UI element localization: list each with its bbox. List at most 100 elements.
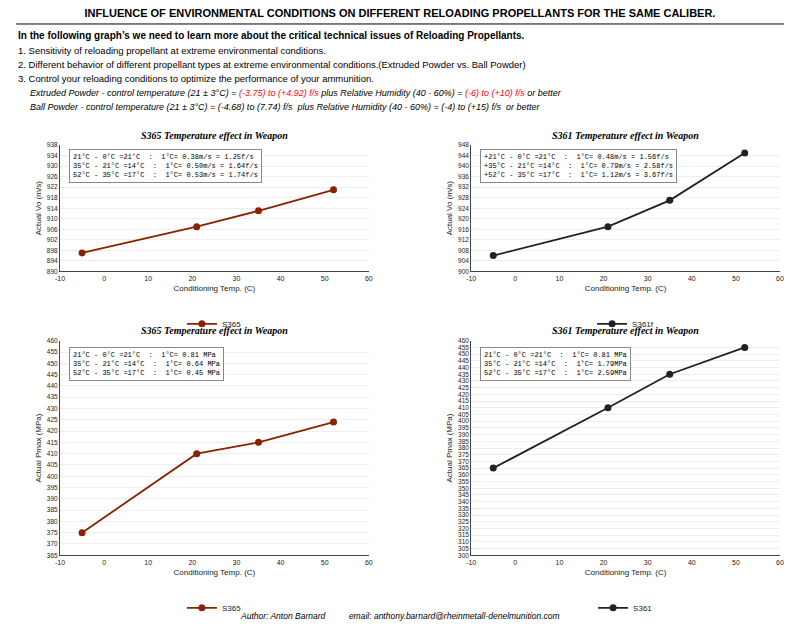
svg-text:0: 0 xyxy=(513,275,517,282)
svg-text:425: 425 xyxy=(47,416,58,423)
svg-text:21°C - 0°C =21°C : 1°C= 0.81: 21°C - 0°C =21°C : 1°C= 0.81 MPa35°C - 2… xyxy=(484,351,627,377)
svg-text:908: 908 xyxy=(458,247,469,254)
svg-text:355: 355 xyxy=(458,478,469,485)
svg-text:In the following graph’s we ne: In the following graph’s we need to lear… xyxy=(18,30,525,41)
svg-text:940: 940 xyxy=(458,162,469,169)
svg-text:3. Control your reloading cond: 3. Control your reloading conditions to … xyxy=(18,73,374,84)
svg-text:330: 330 xyxy=(458,511,469,518)
svg-text:20: 20 xyxy=(600,275,608,282)
svg-text:INFLUENCE OF ENVIRONMENTAL CON: INFLUENCE OF ENVIRONMENTAL CONDITIONS ON… xyxy=(85,7,716,19)
svg-text:916: 916 xyxy=(458,226,469,233)
svg-text:914: 914 xyxy=(47,205,58,212)
svg-text:2. Different behavior of diffe: 2. Different behavior of different prope… xyxy=(18,59,526,70)
svg-text:390: 390 xyxy=(458,431,469,438)
svg-text:918: 918 xyxy=(47,194,58,201)
svg-text:340: 340 xyxy=(458,498,469,505)
svg-text:Conditioning Temp. (C): Conditioning Temp. (C) xyxy=(174,284,256,293)
svg-text:21°C - 0°C =21°C : 1°C= 0.81: 21°C - 0°C =21°C : 1°C= 0.81 MPa35°C - 2… xyxy=(73,351,220,377)
svg-text:40: 40 xyxy=(277,275,285,282)
svg-text:S365 Temperature effect in Wea: S365 Temperature effect in Weapon xyxy=(141,130,288,141)
svg-text:20: 20 xyxy=(188,559,196,566)
svg-text:944: 944 xyxy=(458,152,469,159)
svg-text:410: 410 xyxy=(458,404,469,411)
svg-text:S365: S365 xyxy=(222,320,241,329)
svg-text:50: 50 xyxy=(321,275,329,282)
svg-text:310: 310 xyxy=(458,538,469,545)
svg-text:420: 420 xyxy=(458,391,469,398)
svg-text:910: 910 xyxy=(47,215,58,222)
svg-text:40: 40 xyxy=(688,559,696,566)
svg-text:912: 912 xyxy=(458,236,469,243)
svg-text:902: 902 xyxy=(47,236,58,243)
svg-text:365: 365 xyxy=(458,464,469,471)
svg-text:370: 370 xyxy=(47,540,58,547)
svg-text:30: 30 xyxy=(644,559,652,566)
svg-text:934: 934 xyxy=(47,152,58,159)
svg-text:360: 360 xyxy=(458,471,469,478)
svg-text:10: 10 xyxy=(556,559,564,566)
svg-text:315: 315 xyxy=(458,531,469,538)
svg-text:Ball Powder - control temperat: Ball Powder - control temperature (21 ± … xyxy=(30,102,540,112)
svg-text:S361 Temperature effect in Wea: S361 Temperature effect in Weapon xyxy=(552,325,699,336)
svg-text:Actual Vo (m/s): Actual Vo (m/s) xyxy=(445,181,454,236)
svg-text:948: 948 xyxy=(458,141,469,148)
svg-text:420: 420 xyxy=(47,427,58,434)
svg-text:938: 938 xyxy=(47,141,58,148)
svg-text:50: 50 xyxy=(732,559,740,566)
svg-text:325: 325 xyxy=(458,518,469,525)
svg-text:430: 430 xyxy=(458,377,469,384)
svg-text:350: 350 xyxy=(458,485,469,492)
svg-text:405: 405 xyxy=(458,411,469,418)
svg-text:460: 460 xyxy=(47,337,58,344)
svg-text:415: 415 xyxy=(47,439,58,446)
svg-text:50: 50 xyxy=(732,275,740,282)
svg-text:300: 300 xyxy=(458,552,469,559)
svg-text:395: 395 xyxy=(47,484,58,491)
svg-text:400: 400 xyxy=(47,473,58,480)
svg-text:305: 305 xyxy=(458,545,469,552)
svg-text:40: 40 xyxy=(277,559,285,566)
svg-text:922: 922 xyxy=(47,183,58,190)
svg-text:30: 30 xyxy=(233,559,241,566)
svg-text:904: 904 xyxy=(458,257,469,264)
svg-text:395: 395 xyxy=(458,424,469,431)
svg-text:30: 30 xyxy=(644,275,652,282)
svg-text:385: 385 xyxy=(47,506,58,513)
svg-text:455: 455 xyxy=(47,348,58,355)
svg-text:435: 435 xyxy=(458,371,469,378)
svg-text:Conditioning Temp. (C): Conditioning Temp. (C) xyxy=(585,284,667,293)
svg-text:455: 455 xyxy=(458,344,469,351)
svg-text:365: 365 xyxy=(47,552,58,559)
svg-text:924: 924 xyxy=(458,205,469,212)
svg-text:415: 415 xyxy=(458,397,469,404)
svg-text:Author: Anton Barnard: Author: Anton Barnard email: anthony.bar… xyxy=(240,611,560,621)
svg-text:380: 380 xyxy=(47,518,58,525)
svg-text:460: 460 xyxy=(458,337,469,344)
svg-text:400: 400 xyxy=(458,417,469,424)
svg-text:60: 60 xyxy=(776,275,784,282)
svg-text:920: 920 xyxy=(458,215,469,222)
svg-text:930: 930 xyxy=(47,162,58,169)
svg-text:-10: -10 xyxy=(466,275,476,282)
svg-text:0: 0 xyxy=(513,559,517,566)
svg-text:60: 60 xyxy=(776,559,784,566)
svg-text:0: 0 xyxy=(102,559,106,566)
svg-text:440: 440 xyxy=(47,382,58,389)
svg-text:Conditioning Temp. (C): Conditioning Temp. (C) xyxy=(174,568,256,577)
svg-text:898: 898 xyxy=(47,247,58,254)
svg-text:335: 335 xyxy=(458,505,469,512)
svg-text:370: 370 xyxy=(458,458,469,465)
svg-text:10: 10 xyxy=(144,275,152,282)
svg-text:Actual Vo (m/s): Actual Vo (m/s) xyxy=(34,181,43,236)
svg-text:890: 890 xyxy=(47,268,58,275)
svg-text:932: 932 xyxy=(458,183,469,190)
svg-text:385: 385 xyxy=(458,438,469,445)
svg-text:Actual Pmax (MPa): Actual Pmax (MPa) xyxy=(445,413,454,482)
svg-text:936: 936 xyxy=(458,173,469,180)
svg-text:445: 445 xyxy=(458,357,469,364)
svg-text:926: 926 xyxy=(47,173,58,180)
svg-text:440: 440 xyxy=(458,364,469,371)
svg-text:906: 906 xyxy=(47,226,58,233)
svg-text:Actual Pmax (MPa): Actual Pmax (MPa) xyxy=(34,413,43,482)
svg-text:30: 30 xyxy=(233,275,241,282)
